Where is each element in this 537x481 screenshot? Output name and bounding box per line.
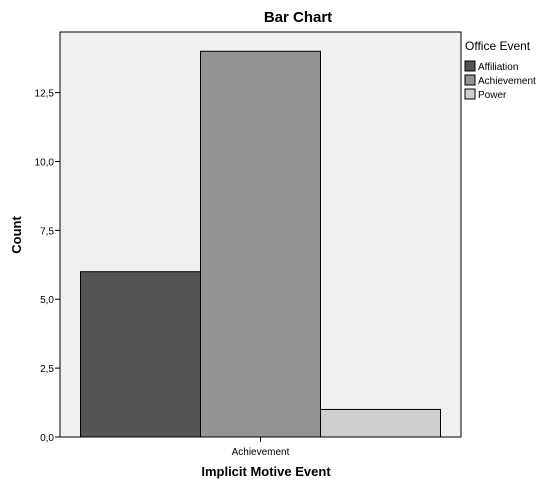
legend-label-affiliation: Affiliation xyxy=(478,62,518,73)
y-tick-label: 10,0 xyxy=(35,157,55,168)
bar-power xyxy=(320,408,441,438)
y-tick-label: 2,5 xyxy=(40,364,54,375)
chart-title: Bar Chart xyxy=(264,9,332,26)
bar-affiliation xyxy=(80,271,201,438)
y-tick-label: 5,0 xyxy=(40,295,54,306)
x-axis-title: Implicit Motive Event xyxy=(201,464,331,479)
y-axis-title: Count xyxy=(9,216,24,254)
y-tick-label: 12,5 xyxy=(35,89,55,100)
legend-swatch-achievement xyxy=(464,74,476,86)
legend-label-achievement: Achievement xyxy=(478,76,536,87)
bars-group xyxy=(80,50,441,438)
y-tick-label: 7,5 xyxy=(40,226,54,237)
legend-swatch-affiliation xyxy=(464,60,476,72)
y-tick-label: 0,0 xyxy=(40,433,54,444)
legend-title: Office Event xyxy=(465,39,531,53)
legend-swatch-power xyxy=(464,88,476,100)
legend-label-power: Power xyxy=(478,90,507,101)
y-axis: 0,0 2,5 5,0 7,5 10,0 12,5 xyxy=(35,89,60,444)
bar-achievement xyxy=(200,50,321,438)
x-tick-label: Achievement xyxy=(232,447,290,458)
legend: Office Event Affiliation Achievement Power xyxy=(464,39,536,101)
x-axis: Achievement xyxy=(232,437,290,458)
